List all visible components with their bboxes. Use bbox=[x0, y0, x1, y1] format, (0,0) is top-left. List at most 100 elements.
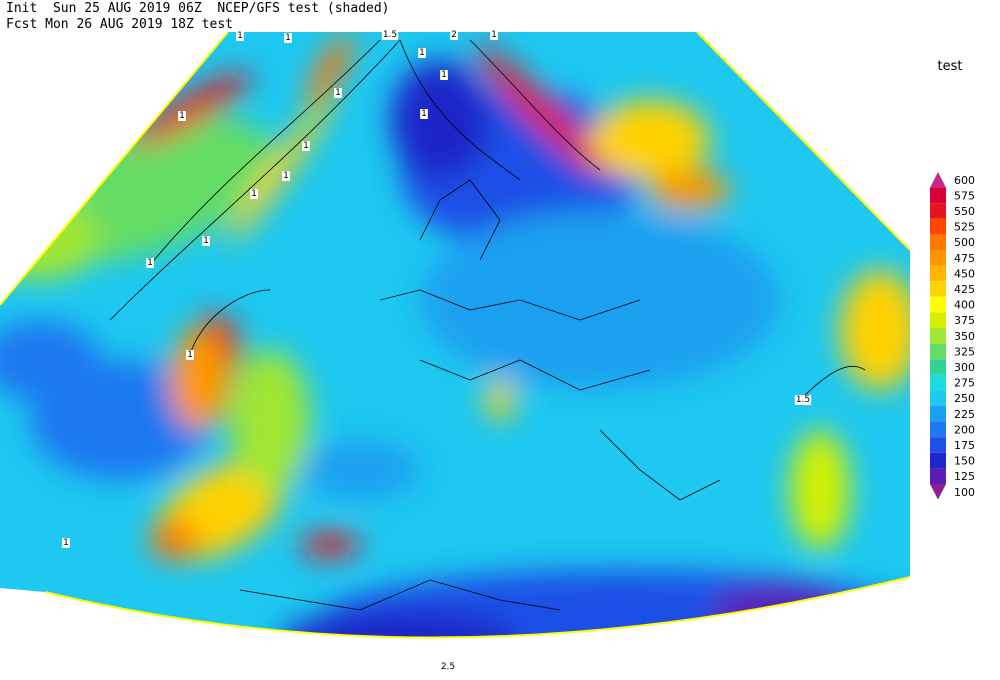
contour-label-box bbox=[178, 111, 186, 121]
contour-label: 1 bbox=[285, 33, 291, 43]
contour-label: 1 bbox=[187, 350, 193, 360]
contour-label-box bbox=[418, 48, 426, 58]
field-blob bbox=[170, 330, 230, 430]
contour-label: 1 bbox=[179, 111, 185, 121]
contour-label: 1 bbox=[419, 48, 425, 58]
legend-arrow bbox=[930, 484, 946, 500]
legend-swatch bbox=[930, 187, 946, 204]
contour-label: 1 bbox=[147, 258, 153, 268]
contour-label-box bbox=[146, 258, 154, 268]
contour-label-box bbox=[439, 662, 457, 672]
contour-label-box bbox=[381, 30, 399, 40]
legend-swatch bbox=[930, 250, 946, 266]
contour-label-box bbox=[282, 171, 290, 181]
contour-label-box bbox=[794, 395, 812, 405]
contour-label: 2.5 bbox=[441, 662, 455, 672]
contour-label-box bbox=[284, 33, 292, 43]
init-line: Init Sun 25 AUG 2019 06Z NCEP/GFS test (… bbox=[6, 1, 390, 16]
legend-swatch bbox=[930, 328, 946, 344]
contour-label: 1.5 bbox=[383, 30, 397, 40]
contour-label: 1 bbox=[283, 171, 289, 181]
contour-label-box bbox=[302, 141, 310, 151]
contour-line bbox=[379, 289, 641, 321]
contour-label: 1 bbox=[335, 88, 341, 98]
contour-line bbox=[799, 366, 866, 401]
contour-label-box bbox=[250, 189, 258, 199]
contour-label-box bbox=[450, 30, 458, 40]
field-blob bbox=[390, 60, 490, 180]
legend-label: 175 bbox=[954, 439, 975, 452]
legend-label: 575 bbox=[954, 189, 975, 202]
legend-label: 425 bbox=[954, 283, 975, 296]
field-blob bbox=[128, 72, 252, 148]
field-blob bbox=[307, 34, 353, 106]
legend-label: 600 bbox=[954, 174, 975, 187]
contour-label-box bbox=[334, 88, 342, 98]
contour-line bbox=[419, 359, 651, 391]
legend-label: 225 bbox=[954, 408, 975, 421]
legend-label: 350 bbox=[954, 330, 975, 343]
legend-swatch bbox=[930, 203, 946, 219]
field-blob bbox=[650, 170, 730, 210]
legend-label: 375 bbox=[954, 314, 975, 327]
legend-swatch bbox=[930, 359, 946, 375]
legend-label: 550 bbox=[954, 205, 975, 218]
field-blob bbox=[790, 430, 850, 550]
contour-label: 1 bbox=[63, 538, 69, 548]
legend-label: 325 bbox=[954, 345, 975, 358]
contour-label: 1 bbox=[203, 236, 209, 246]
contour-line bbox=[469, 39, 601, 171]
field-blob bbox=[227, 96, 333, 244]
contour-label: 1 bbox=[303, 141, 309, 151]
legend-swatch bbox=[930, 468, 946, 484]
field-blob bbox=[710, 585, 850, 635]
legend-label: 525 bbox=[954, 221, 975, 234]
contour-label-box bbox=[440, 70, 448, 80]
legend-swatch bbox=[930, 406, 946, 422]
contour-label-box bbox=[420, 109, 428, 119]
legend-label: 250 bbox=[954, 392, 975, 405]
field-blob bbox=[30, 360, 210, 480]
legend-swatch bbox=[930, 281, 946, 297]
legend-swatch bbox=[930, 452, 946, 469]
legend-title: test bbox=[938, 59, 963, 74]
contour-label: 1 bbox=[421, 109, 427, 119]
contour-label-box bbox=[236, 31, 244, 41]
contour-label-box bbox=[202, 236, 210, 246]
contour-line bbox=[189, 289, 271, 356]
field-blob bbox=[590, 100, 710, 180]
contour-label: 2 bbox=[451, 30, 457, 40]
legend-swatch bbox=[930, 343, 946, 360]
contour-label: 1 bbox=[491, 30, 497, 40]
legend-label: 275 bbox=[954, 377, 975, 390]
field-blob bbox=[840, 270, 910, 390]
field-blob bbox=[475, 45, 605, 175]
contour-label: 1.5 bbox=[796, 395, 810, 405]
contour-label-box bbox=[490, 30, 498, 40]
legend-label: 100 bbox=[954, 486, 975, 499]
contour-line bbox=[599, 429, 721, 501]
legend-label: 300 bbox=[954, 361, 975, 374]
legend-label: 450 bbox=[954, 267, 975, 280]
legend-arrow bbox=[930, 172, 946, 188]
field-blob bbox=[230, 350, 310, 490]
domain-edge bbox=[0, 31, 911, 639]
contour-line bbox=[149, 39, 381, 266]
legend-swatch bbox=[930, 390, 946, 406]
legend-label: 200 bbox=[954, 423, 975, 436]
legend-label: 150 bbox=[954, 455, 975, 468]
field-blob bbox=[150, 520, 200, 560]
contour-line bbox=[419, 179, 501, 261]
contour-line bbox=[109, 39, 401, 321]
contour-label: 1 bbox=[251, 189, 257, 199]
legend-swatch bbox=[930, 374, 946, 391]
legend-swatch bbox=[930, 312, 946, 328]
legend-swatch bbox=[930, 421, 946, 438]
forecast-line: Fcst Mon 26 AUG 2019 18Z test bbox=[6, 17, 233, 32]
legend-swatch bbox=[930, 296, 946, 313]
field-blob bbox=[420, 210, 780, 390]
contour-line bbox=[399, 39, 521, 181]
